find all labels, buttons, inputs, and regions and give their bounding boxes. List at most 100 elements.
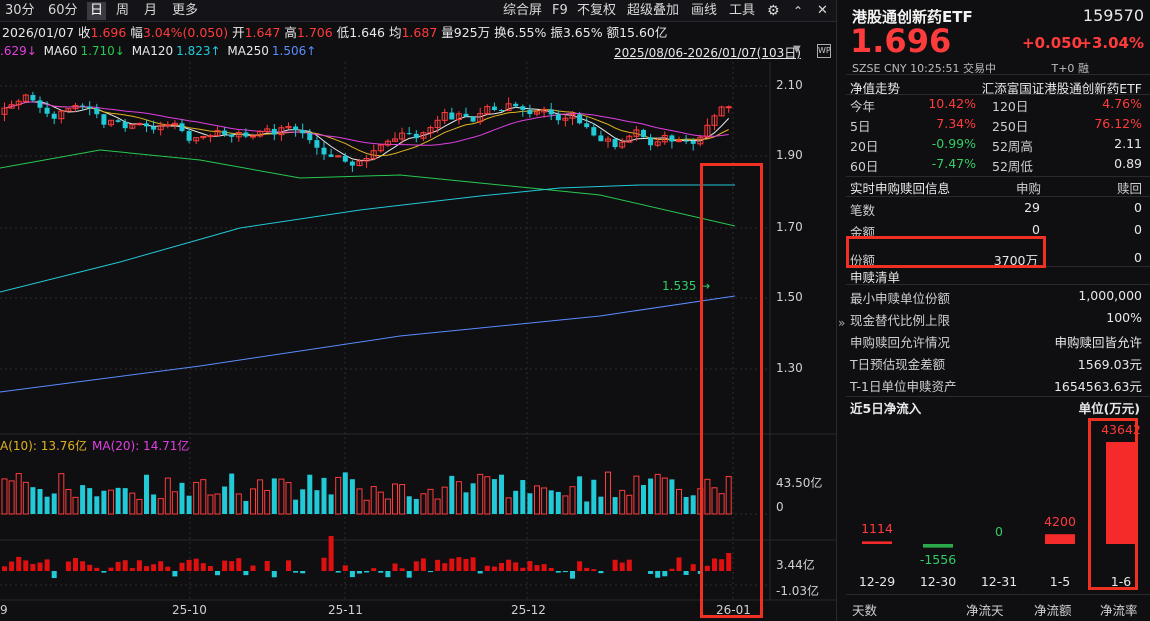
creation-col-red: 赎回 bbox=[1116, 181, 1142, 196]
volume-bar bbox=[633, 475, 640, 515]
creation-red-value: 0 bbox=[1134, 222, 1142, 237]
multi-screen-button[interactable]: 综合屏 bbox=[503, 3, 543, 18]
candle-body bbox=[65, 108, 72, 112]
candle-body bbox=[179, 123, 185, 132]
low-value: 1.646 bbox=[349, 25, 385, 40]
flow-bar bbox=[442, 563, 448, 571]
volume-bar bbox=[44, 496, 50, 514]
candle-body bbox=[144, 123, 149, 127]
candle-body bbox=[441, 112, 448, 121]
net-inflow-bar bbox=[1045, 534, 1075, 544]
candle-body bbox=[186, 131, 192, 141]
wp-icon[interactable]: WP bbox=[817, 44, 831, 58]
date-tick: 9 bbox=[0, 603, 8, 617]
flow-bar bbox=[399, 568, 405, 571]
footer-flow-days[interactable]: 净流天 bbox=[966, 603, 1004, 618]
period-60min-button[interactable]: 60分 bbox=[48, 3, 78, 18]
candle-body bbox=[491, 106, 497, 110]
creation-row: 笔数 29 0 bbox=[846, 200, 1150, 220]
flow-bar bbox=[349, 571, 355, 578]
no-adjust-button[interactable]: 不复权 bbox=[577, 3, 617, 18]
period-week-button[interactable]: 周 bbox=[116, 3, 130, 18]
period-more-button[interactable]: 更多 bbox=[172, 3, 199, 18]
draw-line-button[interactable]: 画线 bbox=[691, 3, 718, 18]
pcf-label: T-1日单位申赎资产 bbox=[850, 379, 957, 394]
flow-bar bbox=[712, 558, 717, 571]
flow-bar bbox=[577, 561, 583, 571]
volume-bar bbox=[94, 496, 100, 514]
volume-bar bbox=[370, 486, 377, 515]
candle-body bbox=[392, 138, 398, 142]
ma60-value: 1.710↓ bbox=[80, 44, 125, 58]
period-month-button[interactable]: 月 bbox=[144, 3, 158, 18]
bar-summary: 2026/01/07 收1.696 幅3.04%(0.050) 开1.647 高… bbox=[2, 24, 667, 42]
flow-bar bbox=[456, 557, 462, 571]
panel-toggle[interactable]: » bbox=[836, 0, 846, 621]
last-price: 1.696 bbox=[850, 22, 952, 60]
candle-body bbox=[235, 132, 242, 138]
flow-bar bbox=[676, 557, 682, 571]
flow-bar bbox=[108, 567, 114, 571]
fund-code: 159570 bbox=[1082, 6, 1144, 25]
candle-body bbox=[44, 107, 50, 114]
pcf-label: 申购赎回允许情况 bbox=[850, 335, 951, 350]
flow-bar bbox=[144, 566, 149, 571]
chevron-up-icon[interactable]: ⌃ bbox=[793, 4, 804, 18]
gear-icon[interactable]: ⚙ bbox=[767, 3, 780, 19]
flow-bar bbox=[704, 565, 710, 571]
candle-body bbox=[101, 114, 107, 125]
amount-label: 额 bbox=[606, 25, 620, 40]
creation-row: 份额 3700万 0 bbox=[846, 250, 1150, 270]
candle-body bbox=[250, 135, 256, 138]
volume-bar bbox=[80, 485, 86, 514]
candle-body bbox=[94, 108, 100, 115]
footer-days[interactable]: 天数 bbox=[852, 603, 878, 618]
candle-body bbox=[214, 130, 221, 137]
overlay-button[interactable]: 超级叠加 bbox=[627, 3, 680, 18]
footer-flow-amount[interactable]: 净流额 bbox=[1034, 603, 1072, 618]
net-inflow-bar bbox=[1106, 442, 1136, 544]
flow-bar bbox=[300, 571, 306, 574]
flow-bar bbox=[229, 561, 235, 571]
kline-chart[interactable] bbox=[0, 0, 836, 621]
swing-value: 3.65% bbox=[562, 25, 603, 40]
flow-bar bbox=[420, 558, 426, 571]
ma250-label: MA250 bbox=[227, 44, 269, 58]
period-30min-button[interactable]: 30分 bbox=[5, 3, 35, 18]
candle-body bbox=[484, 106, 491, 115]
candle-body bbox=[8, 104, 15, 109]
candle-body bbox=[690, 141, 696, 144]
volume-bar bbox=[449, 475, 455, 514]
candle-body bbox=[243, 132, 249, 137]
volume-bar bbox=[541, 487, 548, 515]
flow5-title: 近5日净流入 bbox=[850, 401, 922, 416]
date-range-label[interactable]: 2025/08/06-2026/01/07(103日) bbox=[614, 46, 801, 60]
candle-body bbox=[399, 132, 406, 140]
volume-bar bbox=[520, 480, 526, 514]
volume-bar bbox=[356, 488, 363, 515]
tools-button[interactable]: 工具 bbox=[729, 3, 756, 18]
flow-bar bbox=[264, 560, 270, 571]
volume-bar bbox=[577, 476, 583, 514]
candle-body bbox=[314, 140, 320, 148]
triangle-down-icon[interactable]: ▼ bbox=[793, 44, 801, 55]
volume-bar bbox=[129, 492, 136, 515]
volume-bar bbox=[314, 490, 320, 514]
currency-label: CNY bbox=[883, 62, 907, 75]
volume-bar bbox=[612, 497, 618, 514]
close-icon[interactable]: ✕ bbox=[817, 3, 828, 18]
candle-body bbox=[605, 138, 611, 142]
volume-bar bbox=[193, 481, 200, 515]
candle-body bbox=[335, 155, 342, 158]
pcf-value: 申购赎回皆允许 bbox=[1054, 335, 1142, 350]
flow-bar bbox=[73, 557, 78, 571]
flow-bar bbox=[406, 571, 412, 578]
volume-bar bbox=[463, 492, 469, 514]
f9-button[interactable]: F9 bbox=[552, 3, 568, 18]
candle-body bbox=[377, 144, 384, 152]
double-chevron-right-icon[interactable]: » bbox=[838, 316, 846, 330]
ma120-value: 1.823↑ bbox=[176, 44, 221, 58]
volume-bar bbox=[711, 487, 718, 515]
period-day-button[interactable]: 日 bbox=[87, 2, 107, 20]
footer-flow-rate[interactable]: 净流率 bbox=[1100, 603, 1138, 618]
